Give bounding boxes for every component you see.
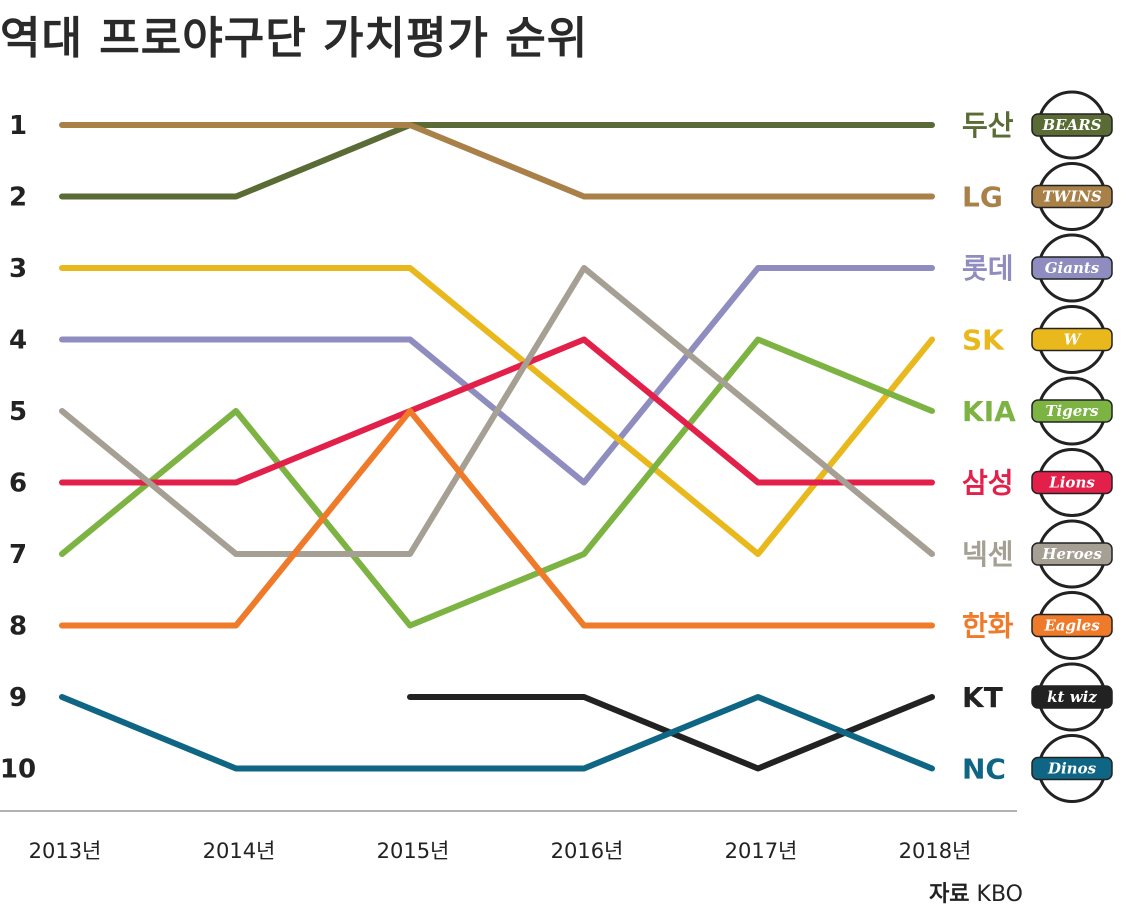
legend-team-8: KT xyxy=(962,681,1003,714)
rank-tick-7: 7 xyxy=(9,540,27,570)
logo-banner-3 xyxy=(1031,327,1113,352)
team-logo-2: Giants xyxy=(1031,233,1113,303)
legend-team-4: KIA xyxy=(962,395,1016,428)
team-logo-7: Eagles xyxy=(1031,591,1113,660)
rank-tick-5: 5 xyxy=(9,397,27,427)
rank-axis: 1 2 3 4 5 6 7 8 9 10 xyxy=(0,111,36,785)
team-logo-9: Dinos xyxy=(1031,734,1113,803)
series-line-9 xyxy=(59,694,935,772)
logo-text-6: Heroes xyxy=(1041,545,1102,563)
rank-tick-6: 6 xyxy=(9,469,27,499)
year-label-0: 2013년 xyxy=(29,839,102,863)
team-legend: 두산 BEARS LG TWINS 롯데 Giants SK W KIA Tigers 삼성 Lion… xyxy=(962,90,1113,803)
team-logo-5: Lions xyxy=(1031,448,1113,517)
logo-banner-0 xyxy=(1031,113,1113,137)
year-label-5: 2018년 xyxy=(899,839,972,863)
chart-title: 역대 프로야구단 가치평가 순위 xyxy=(0,13,589,64)
rank-tick-3: 3 xyxy=(9,254,27,284)
logo-banner-7 xyxy=(1031,613,1113,638)
team-logo-1: TWINS xyxy=(1031,162,1113,231)
series-line-6 xyxy=(59,265,935,557)
year-label-4: 2017년 xyxy=(725,839,798,863)
logo-banner-9 xyxy=(1031,756,1113,781)
legend-team-7: 한화 xyxy=(962,610,1014,643)
series-line-4 xyxy=(59,336,935,629)
logo-text-8: kt wiz xyxy=(1047,688,1097,706)
legend-team-1: LG xyxy=(962,181,1003,214)
legend-team-0: 두산 xyxy=(962,109,1014,142)
series-line-3 xyxy=(59,265,935,557)
logo-text-7: Eagles xyxy=(1043,617,1100,635)
source-name: KBO xyxy=(976,882,1023,907)
rank-tick-1: 1 xyxy=(9,111,27,141)
legend-team-5: 삼성 xyxy=(962,467,1014,500)
rank-tick-2: 2 xyxy=(9,183,27,213)
x-axis-labels: 2013년 2014년 2015년 2016년 2017년 2018년 xyxy=(29,839,972,863)
legend-team-9: NC xyxy=(962,753,1006,786)
series-lines xyxy=(59,122,935,772)
team-logo-0: BEARS xyxy=(1031,90,1113,160)
logo-banner-5 xyxy=(1031,470,1113,495)
rank-tick-8: 8 xyxy=(9,612,27,642)
logo-text-9: Dinos xyxy=(1047,760,1097,778)
year-label-3: 2016년 xyxy=(551,839,624,863)
rank-tick-4: 4 xyxy=(9,326,27,356)
series-line-5 xyxy=(59,336,935,486)
logo-banner-8 xyxy=(1031,685,1113,709)
legend-team-6: 넥센 xyxy=(962,538,1014,571)
rank-tick-9: 9 xyxy=(9,683,27,713)
year-label-2: 2015년 xyxy=(377,839,450,863)
source-prefix: 자료 xyxy=(929,882,970,907)
logo-text-0: BEARS xyxy=(1041,116,1101,134)
logo-text-4: Tigers xyxy=(1045,402,1099,420)
logo-banner-6 xyxy=(1031,542,1113,566)
team-logo-4: Tigers xyxy=(1031,376,1113,446)
series-line-1 xyxy=(59,122,935,200)
logo-banner-4 xyxy=(1031,399,1113,423)
legend-team-2: 롯데 xyxy=(962,252,1014,285)
series-line-7 xyxy=(59,408,935,629)
team-logo-3: W xyxy=(1031,305,1113,374)
team-logo-8: kt wiz xyxy=(1031,662,1113,732)
year-label-1: 2014년 xyxy=(203,839,276,863)
logo-text-2: Giants xyxy=(1045,259,1100,277)
series-line-0 xyxy=(59,122,935,200)
logo-banner-1 xyxy=(1031,184,1113,209)
source-note: 자료 KBO xyxy=(929,876,1023,908)
logo-text-1: TWINS xyxy=(1042,188,1102,206)
logo-text-3: W xyxy=(1064,331,1083,349)
rank-tick-10: 10 xyxy=(0,755,36,785)
legend-team-3: SK xyxy=(962,324,1005,357)
team-logo-6: Heroes xyxy=(1031,519,1113,589)
logo-text-5: Lions xyxy=(1048,474,1095,492)
logo-banner-2 xyxy=(1031,256,1113,280)
